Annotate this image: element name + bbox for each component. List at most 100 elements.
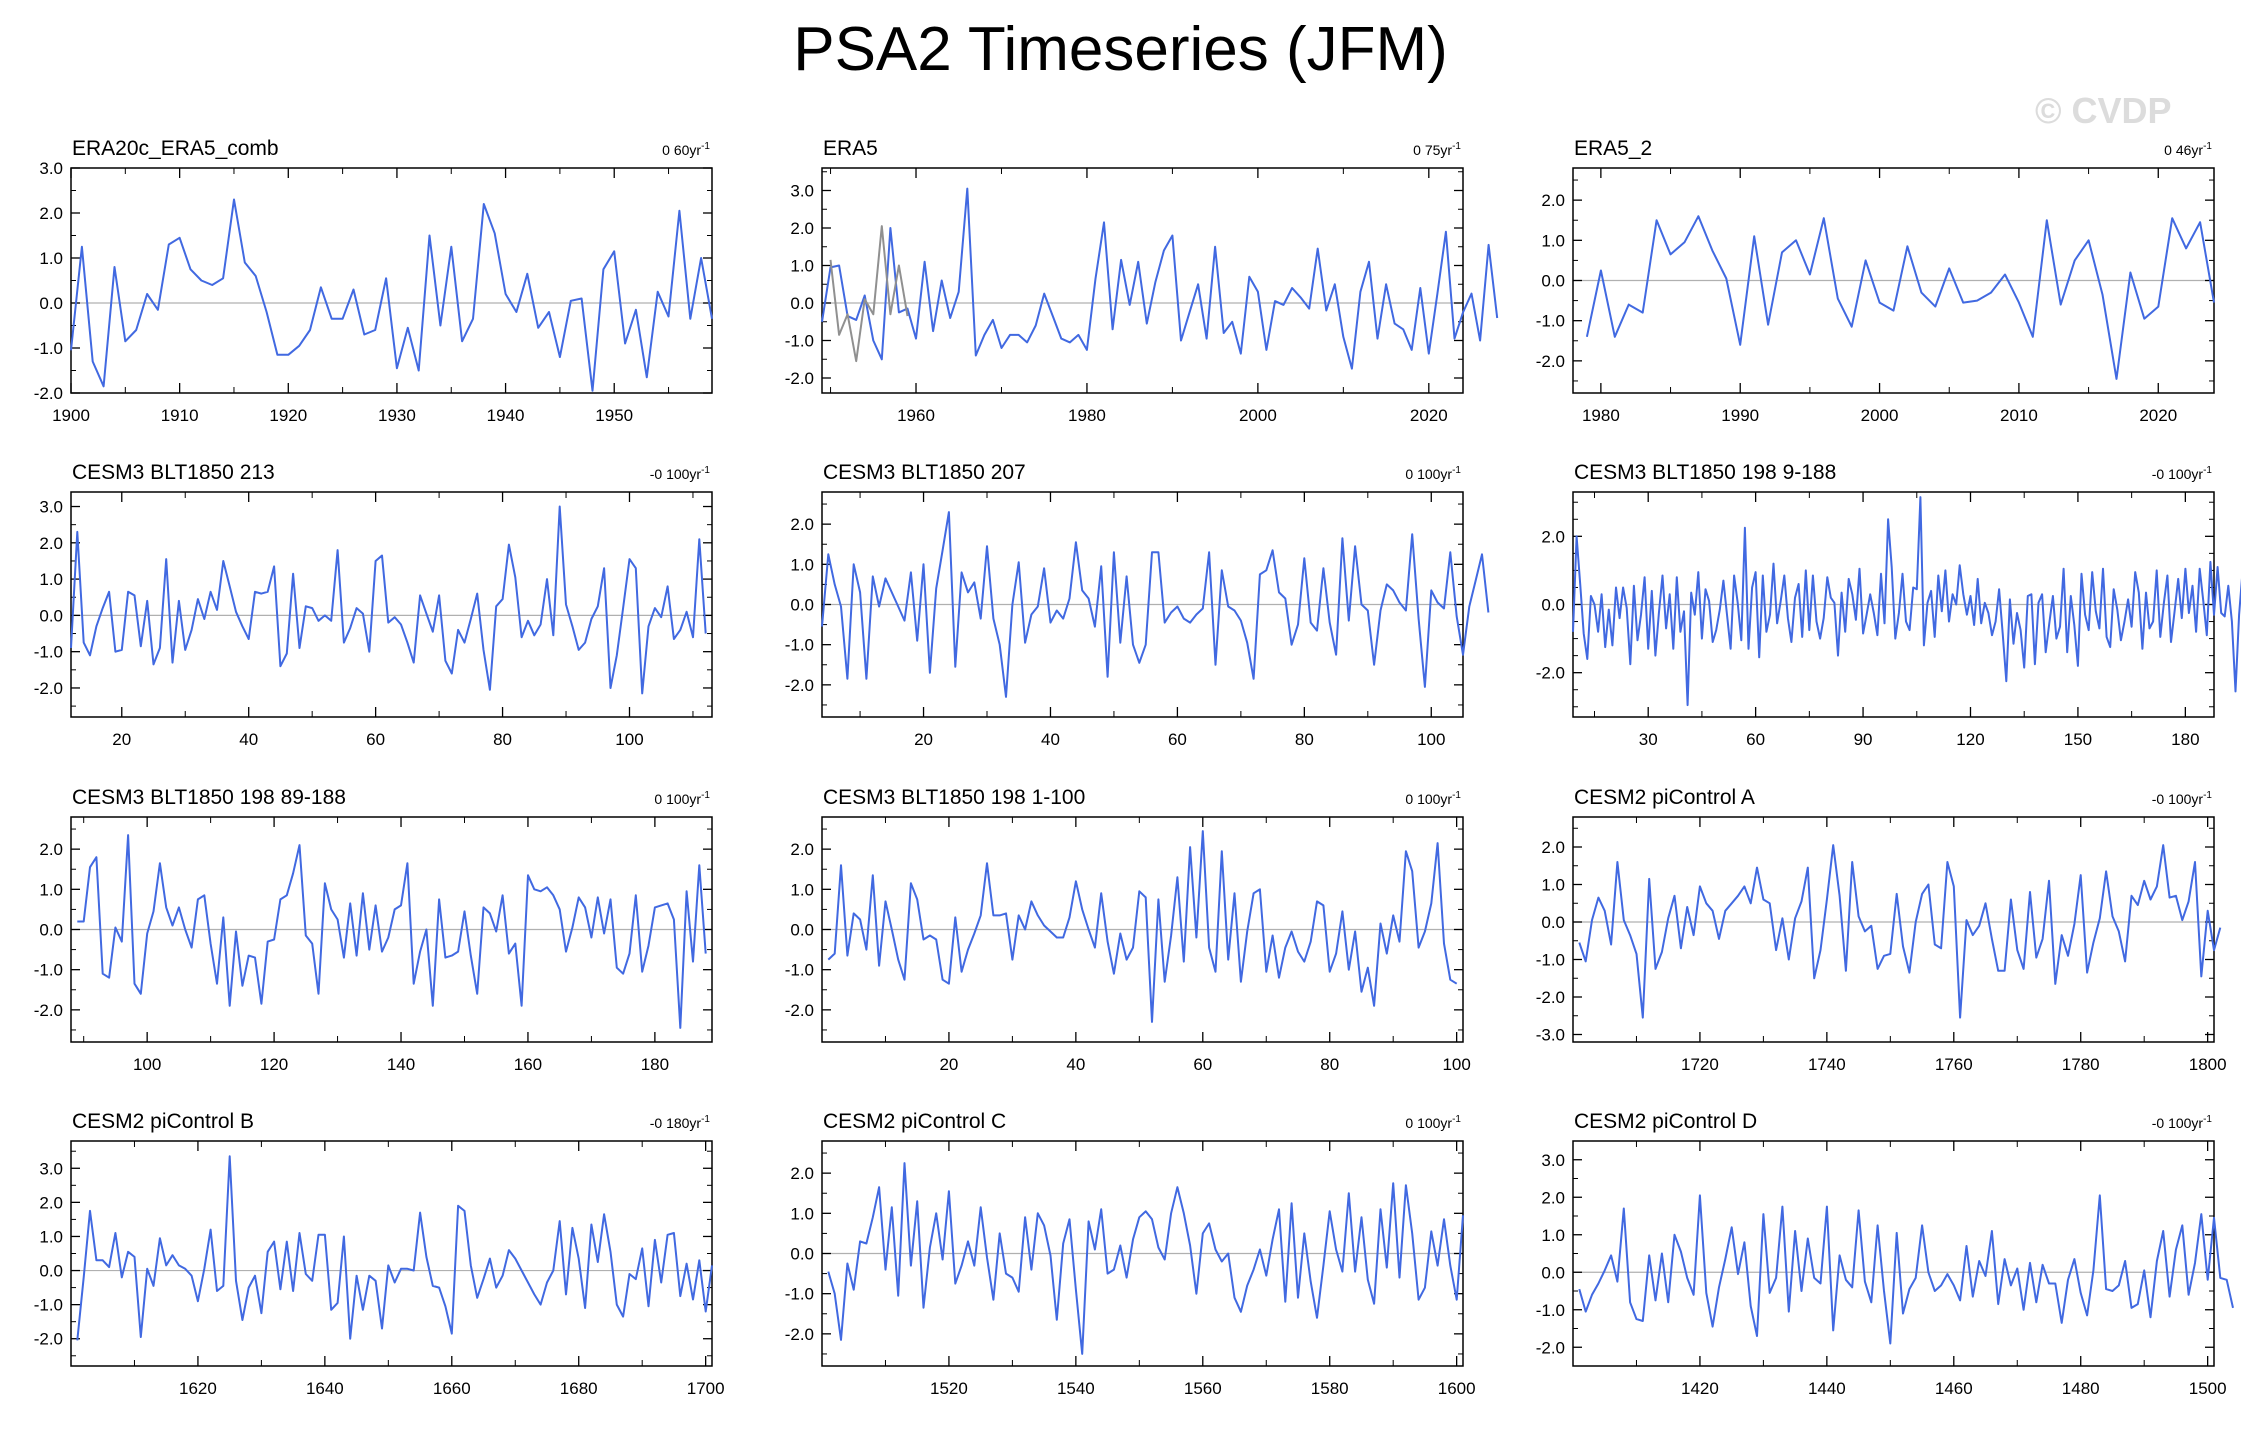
y-tick-label: -1.0 (785, 332, 814, 351)
x-tick-label: 1960 (897, 406, 935, 425)
x-tick-label: 60 (366, 730, 385, 749)
panel-title: CESM2 piControl A (1574, 786, 1755, 809)
x-tick-label: 150 (2064, 730, 2092, 749)
trend-label: 0 100yr-1 (1405, 790, 1461, 807)
watermark: © CVDP (2035, 90, 2172, 131)
y-tick-label: 1.0 (1541, 1226, 1565, 1245)
x-tick-label: 140 (387, 1055, 415, 1074)
y-tick-label: -1.0 (785, 636, 814, 655)
series-line-secondary (829, 225, 909, 363)
x-tick-label: 1910 (161, 406, 199, 425)
x-tick-label: 1780 (2062, 1055, 2100, 1074)
y-tick-label: -2.0 (1536, 664, 1565, 683)
trend-label: -0 100yr-1 (2152, 465, 2213, 482)
y-tick-label: 0.0 (39, 294, 63, 313)
y-tick-label: 3.0 (39, 498, 63, 517)
y-tick-label: 1.0 (790, 257, 814, 276)
panel-7: 2.0 1.0 0.0 -1.0 -2.0 100 120 140 160 180 CESM3 BL… (34, 786, 713, 1074)
y-tick-label: 0.0 (1541, 272, 1565, 291)
y-tick-label: 0.0 (39, 921, 63, 940)
panel-5: 2.0 1.0 0.0 -1.0 -2.0 20 40 60 80 100 CESM3 BLT185… (785, 461, 1490, 749)
x-tick-label: 1950 (595, 406, 633, 425)
x-tick-label: 20 (939, 1055, 958, 1074)
panel-title: ERA20c_ERA5_comb (72, 137, 279, 160)
y-tick-label: 3.0 (790, 182, 814, 201)
plot-frame (1572, 1140, 2215, 1367)
panel-title: CESM2 piControl B (72, 1110, 254, 1133)
plot-frame (70, 167, 713, 394)
y-tick-label: 2.0 (39, 840, 63, 859)
panel-title: CESM2 piControl C (823, 1110, 1006, 1133)
x-tick-label: 1420 (1681, 1379, 1719, 1398)
x-tick-label: 100 (1417, 730, 1445, 749)
y-tick-label: 1.0 (39, 570, 63, 589)
x-tick-label: 1620 (179, 1379, 217, 1398)
panel-title: CESM3 BLT1850 207 (823, 461, 1026, 484)
series-line (827, 830, 1458, 1023)
x-tick-label: 1760 (1935, 1055, 1973, 1074)
y-tick-label: 3.0 (1541, 1151, 1565, 1170)
y-tick-label: 2.0 (1541, 527, 1565, 546)
y-tick-label: 0.0 (39, 606, 63, 625)
x-tick-label: 1600 (1438, 1379, 1476, 1398)
series-line (821, 511, 1490, 698)
x-tick-label: 40 (1066, 1055, 1085, 1074)
y-tick-label: -1.0 (1536, 312, 1565, 331)
y-tick-label: 2.0 (39, 1193, 63, 1212)
y-tick-label: -2.0 (34, 384, 63, 403)
series-line (1585, 215, 2215, 380)
y-tick-label: 0.0 (790, 1245, 814, 1264)
y-tick-label: 2.0 (39, 534, 63, 553)
x-tick-label: 1500 (2189, 1379, 2227, 1398)
x-tick-label: 2020 (2139, 406, 2177, 425)
x-tick-label: 30 (1639, 730, 1658, 749)
plot-frame (1572, 816, 2215, 1043)
y-tick-label: -1.0 (785, 1285, 814, 1304)
y-tick-label: 2.0 (790, 1164, 814, 1183)
y-tick-label: 2.0 (790, 840, 814, 859)
y-tick-label: -2.0 (34, 679, 63, 698)
y-tick-label: 1.0 (790, 880, 814, 899)
x-tick-label: 40 (1041, 730, 1060, 749)
trend-label: -0 100yr-1 (2152, 790, 2213, 807)
y-tick-label: 2.0 (39, 204, 63, 223)
y-tick-label: -1.0 (34, 1296, 63, 1315)
y-tick-label: -3.0 (1536, 1026, 1565, 1045)
panel-3: 2.0 1.0 0.0 -1.0 -2.0 1980 1990 2000 2010 2020 ERA… (1536, 137, 2215, 425)
x-tick-label: 1580 (1311, 1379, 1349, 1398)
panel-title: CESM3 BLT1850 213 (72, 461, 275, 484)
x-tick-label: 1480 (2062, 1379, 2100, 1398)
x-tick-label: 60 (1746, 730, 1765, 749)
x-tick-label: 1560 (1184, 1379, 1222, 1398)
y-tick-label: 0.0 (790, 921, 814, 940)
y-tick-label: -1.0 (1536, 951, 1565, 970)
series-line (821, 187, 1499, 370)
y-tick-label: 2.0 (790, 515, 814, 534)
x-tick-label: 60 (1193, 1055, 1212, 1074)
y-tick-label: -2.0 (34, 1330, 63, 1349)
x-tick-label: 1940 (487, 406, 525, 425)
y-tick-label: 1.0 (1541, 231, 1565, 250)
x-tick-label: 1980 (1068, 406, 1106, 425)
series-line (827, 1162, 1464, 1355)
y-tick-label: -2.0 (34, 1001, 63, 1020)
y-tick-label: 1.0 (39, 249, 63, 268)
x-tick-label: 20 (914, 730, 933, 749)
x-tick-label: 1740 (1808, 1055, 1846, 1074)
x-tick-label: 40 (239, 730, 258, 749)
series-line (1572, 496, 2241, 707)
trend-label: -0 180yr-1 (650, 1114, 711, 1131)
panel-title: CESM3 BLT1850 198 9-188 (1574, 461, 1836, 484)
y-tick-label: -2.0 (1536, 1338, 1565, 1357)
panel-8: 2.0 1.0 0.0 -1.0 -2.0 20 40 60 80 100 CESM3 BLT185… (785, 786, 1471, 1074)
x-tick-label: 120 (1956, 730, 1984, 749)
panel-2: 3.0 2.0 1.0 0.0 -1.0 -2.0 1960 1980 2000 2020 ERA5… (785, 137, 1499, 425)
x-tick-label: 100 (615, 730, 643, 749)
y-tick-label: 0.0 (1541, 913, 1565, 932)
y-tick-label: -1.0 (34, 643, 63, 662)
x-tick-label: 1460 (1935, 1379, 1973, 1398)
y-tick-label: 1.0 (790, 1204, 814, 1223)
x-tick-label: 1980 (1582, 406, 1620, 425)
y-tick-label: -2.0 (785, 369, 814, 388)
